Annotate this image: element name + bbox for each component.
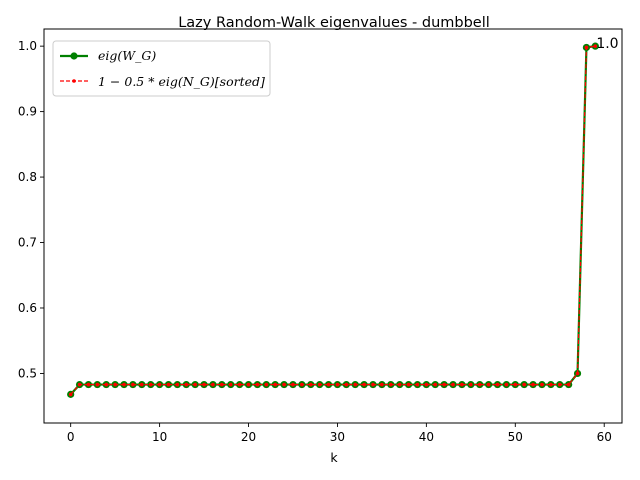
data-point-series-1 bbox=[477, 382, 482, 387]
data-point-series-1 bbox=[148, 382, 153, 387]
data-point-series-1 bbox=[282, 382, 286, 387]
data-point-series-1 bbox=[575, 371, 580, 376]
data-point-series-1 bbox=[202, 382, 206, 387]
data-point-series-1 bbox=[255, 382, 260, 387]
data-point-series-1 bbox=[584, 45, 589, 50]
legend-label-series-1: 1 − 0.5 * eig(N_G)[sorted] bbox=[98, 74, 265, 89]
data-point-series-1 bbox=[557, 382, 562, 387]
data-point-series-1 bbox=[317, 382, 322, 387]
x-tick-label: 50 bbox=[508, 430, 523, 444]
legend-marker-series-1 bbox=[72, 79, 76, 83]
data-point-series-1 bbox=[113, 382, 117, 387]
annotations: 1.0 bbox=[596, 36, 618, 52]
data-point-series-1 bbox=[389, 382, 393, 387]
data-point-series-1 bbox=[344, 382, 349, 387]
data-point-series-1 bbox=[362, 382, 366, 387]
x-axis: 0 10 20 30 40 50 60 bbox=[67, 423, 612, 444]
plot-frame bbox=[43, 28, 623, 424]
data-point-series-1 bbox=[220, 382, 224, 387]
data-point-series-1 bbox=[166, 382, 171, 387]
data-point-series-1 bbox=[415, 382, 420, 387]
data-point-series-1 bbox=[406, 382, 411, 387]
annotation-label: 1.0 bbox=[596, 36, 618, 52]
y-tick-label: 0.7 bbox=[18, 236, 37, 250]
y-tick-label: 0.9 bbox=[18, 105, 37, 119]
data-point-series-1 bbox=[353, 382, 358, 387]
x-tick-label: 30 bbox=[330, 430, 345, 444]
data-point-series-1 bbox=[460, 382, 464, 387]
data-point-series-1 bbox=[131, 382, 135, 387]
data-point-series-1 bbox=[157, 382, 162, 387]
data-point-series-1 bbox=[193, 382, 197, 387]
plot-area bbox=[67, 42, 599, 398]
data-point-series-1 bbox=[95, 382, 100, 387]
y-tick-label: 1.0 bbox=[18, 39, 37, 53]
x-axis-label: k bbox=[330, 450, 338, 465]
data-point-series-1 bbox=[326, 382, 331, 387]
legend-box bbox=[52, 40, 271, 97]
x-tick-label: 0 bbox=[67, 430, 75, 444]
data-point-series-1 bbox=[291, 382, 295, 387]
data-point-series-1 bbox=[513, 382, 518, 387]
data-point-series-1 bbox=[308, 382, 313, 387]
data-point-series-1 bbox=[566, 382, 571, 387]
data-point-series-1 bbox=[184, 382, 189, 387]
data-point-series-1 bbox=[86, 382, 91, 387]
data-point-series-1 bbox=[68, 392, 73, 397]
data-point-series-1 bbox=[371, 382, 375, 387]
x-tick-label: 60 bbox=[597, 430, 612, 444]
legend-marker-series-0 bbox=[70, 52, 78, 60]
data-point-series-1 bbox=[300, 382, 304, 387]
data-point-series-1 bbox=[504, 382, 509, 387]
y-axis: 0.5 0.6 0.7 0.8 0.9 1.0 bbox=[18, 39, 44, 380]
data-point-series-1 bbox=[140, 382, 144, 387]
chart-title: Lazy Random-Walk eigenvalues - dumbbell bbox=[178, 15, 490, 31]
data-point-series-1 bbox=[122, 382, 126, 387]
data-point-series-1 bbox=[264, 382, 269, 387]
data-point-series-1 bbox=[335, 382, 340, 387]
data-point-series-1 bbox=[469, 382, 473, 387]
x-tick-label: 20 bbox=[241, 430, 256, 444]
legend: eig(W_G) 1 − 0.5 * eig(N_G)[sorted] bbox=[52, 40, 271, 97]
data-point-series-1 bbox=[228, 382, 233, 387]
data-point-series-1 bbox=[237, 382, 242, 387]
data-point-series-1 bbox=[397, 382, 402, 387]
data-point-series-1 bbox=[486, 382, 491, 387]
data-point-series-1 bbox=[522, 382, 526, 387]
y-tick-label: 0.5 bbox=[18, 366, 37, 380]
data-point-series-1 bbox=[175, 382, 180, 387]
data-point-series-1 bbox=[593, 44, 598, 48]
data-point-series-1 bbox=[531, 382, 535, 387]
data-point-series-1 bbox=[433, 382, 438, 387]
data-point-series-1 bbox=[424, 382, 429, 387]
y-tick-label: 0.6 bbox=[18, 301, 37, 315]
data-point-series-1 bbox=[380, 382, 384, 387]
data-point-series-1 bbox=[273, 382, 278, 387]
data-point-series-1 bbox=[495, 382, 500, 387]
data-point-series-1 bbox=[211, 382, 215, 387]
x-tick-label: 10 bbox=[152, 430, 167, 444]
y-tick-label: 0.8 bbox=[18, 170, 37, 184]
data-point-series-1 bbox=[451, 382, 455, 387]
data-point-series-1 bbox=[442, 382, 446, 387]
series-line-1 bbox=[70, 45, 596, 395]
data-point-series-1 bbox=[549, 382, 553, 387]
data-point-series-1 bbox=[540, 382, 544, 387]
data-point-series-1 bbox=[104, 382, 109, 387]
series-line-0 bbox=[69, 45, 596, 396]
x-tick-label: 40 bbox=[419, 430, 434, 444]
data-point-series-1 bbox=[246, 382, 251, 387]
data-point-series-1 bbox=[77, 382, 82, 387]
legend-label-series-0: eig(W_G) bbox=[98, 48, 156, 63]
